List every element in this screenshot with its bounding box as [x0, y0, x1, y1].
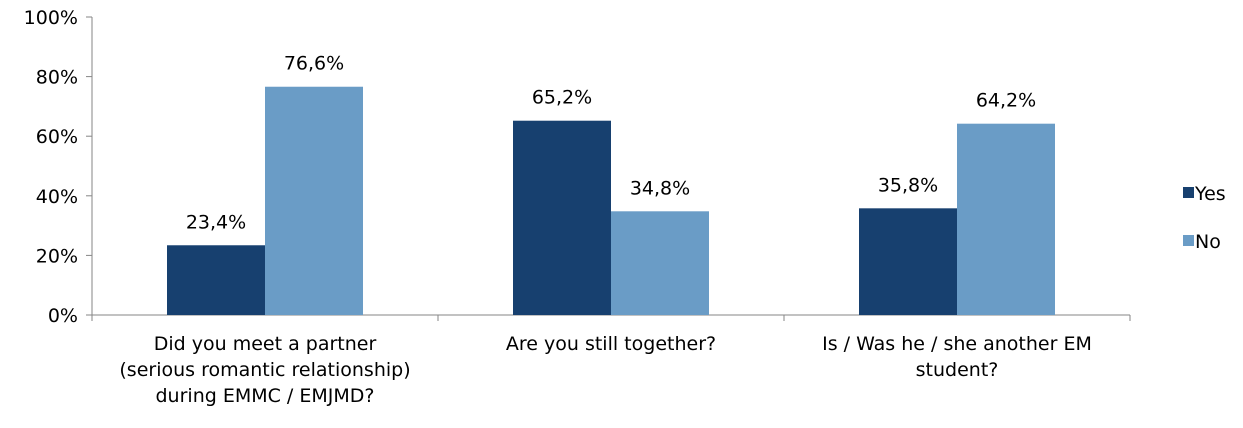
- legend-label-no: No: [1195, 231, 1221, 253]
- y-tick-label: 40%: [36, 186, 78, 208]
- bar-no-1: [265, 86, 363, 316]
- x-category-label: Is / Was he / she another EM student?: [822, 333, 1092, 381]
- x-category-label-line: (serious romantic relationship): [119, 359, 410, 381]
- data-label-no-1: 76,6%: [284, 53, 344, 75]
- data-label-no-2: 34,8%: [630, 177, 690, 199]
- labels-layer: 23,4% 76,6% Did you meet a partner (serious…: [119, 53, 1091, 407]
- x-category-label-line: student?: [916, 359, 999, 381]
- bar-yes-3: [859, 208, 957, 315]
- data-label-no-3: 64,2%: [976, 90, 1036, 112]
- data-label-yes-1: 23,4%: [186, 211, 246, 233]
- legend: Yes No: [1183, 183, 1226, 253]
- y-tick-label: 20%: [36, 245, 78, 267]
- bar-no-2: [611, 211, 709, 315]
- legend-swatch-yes: [1183, 187, 1194, 198]
- legend-swatch-no: [1183, 235, 1194, 246]
- bars-layer: [167, 86, 1055, 316]
- bar-no-3: [957, 123, 1055, 316]
- legend-label-yes: Yes: [1194, 183, 1226, 205]
- y-tick-label: 100%: [24, 7, 78, 29]
- x-category-label-line: Did you meet a partner: [154, 333, 377, 355]
- x-category-label-line: during EMMC / EMJMD?: [156, 385, 375, 407]
- bar-yes-1: [167, 245, 265, 315]
- data-label-yes-2: 65,2%: [532, 87, 592, 109]
- x-category-label: Did you meet a partner (serious romantic …: [119, 333, 410, 407]
- x-category-label-line: Are you still together?: [506, 333, 716, 355]
- bar-yes-2: [513, 120, 611, 315]
- x-category-label-line: Is / Was he / she another EM: [822, 333, 1092, 355]
- y-tick-label: 0%: [48, 305, 78, 327]
- y-tick-label: 60%: [36, 126, 78, 148]
- x-category-label: Are you still together?: [506, 333, 716, 355]
- y-tick-label: 80%: [36, 67, 78, 89]
- data-label-yes-3: 35,8%: [878, 174, 938, 196]
